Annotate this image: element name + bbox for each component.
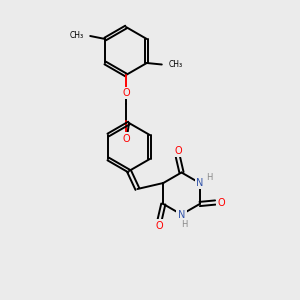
Text: N: N [178,209,185,220]
Text: O: O [156,220,164,231]
Text: CH₃: CH₃ [70,32,84,40]
Text: N: N [196,178,203,188]
Text: O: O [122,88,130,98]
Text: H: H [181,220,188,229]
Text: O: O [218,197,225,208]
Text: H: H [206,173,212,182]
Text: CH₃: CH₃ [168,60,182,69]
Text: O: O [174,146,182,156]
Text: O: O [122,134,130,144]
